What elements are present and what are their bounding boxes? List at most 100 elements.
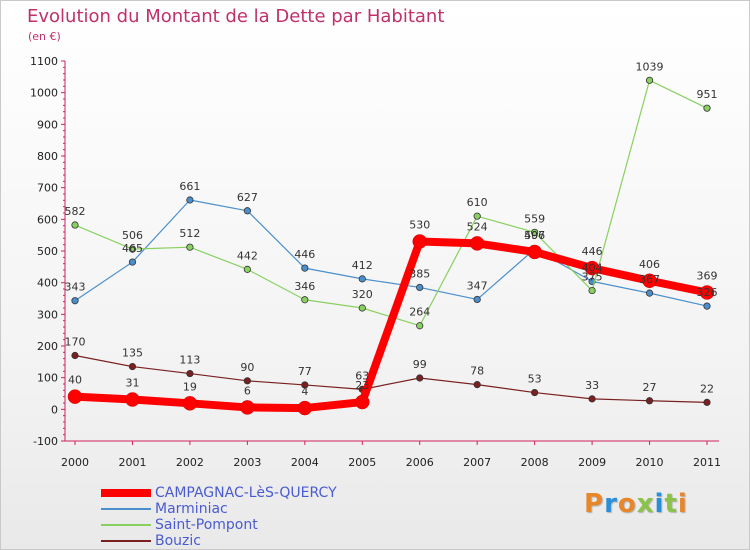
data-label-bouzic: 33	[585, 379, 599, 392]
x-tick-label: 2002	[176, 456, 204, 469]
data-point-campagnac-l-s-quercy	[469, 236, 485, 251]
y-tick-label: 800	[37, 150, 58, 163]
logo-letter: r	[604, 489, 618, 519]
data-label-saint-pompont: 442	[237, 249, 258, 262]
data-label-saint-pompont: 610	[467, 196, 488, 209]
data-point-saint-pompont	[301, 296, 309, 304]
data-point-bouzic	[416, 374, 424, 382]
proxiti-logo: Proxiti	[584, 489, 688, 519]
logo-letter: i	[677, 489, 688, 519]
series-line-campagnac-l-s-quercy	[71, 237, 711, 413]
y-tick-label: 200	[37, 340, 58, 353]
y-tick-label: 0	[51, 403, 58, 416]
logo-letter: x	[636, 489, 655, 519]
y-tick-label: 1000	[30, 87, 58, 100]
x-tick-label: 2000	[61, 456, 89, 469]
data-point-marminiac	[703, 302, 711, 310]
legend-swatch	[101, 524, 151, 526]
data-label-bouzic: 53	[528, 373, 542, 386]
data-label-marminiac: 404	[582, 261, 603, 274]
data-point-campagnac-l-s-quercy	[182, 396, 198, 411]
data-label-marminiac: 446	[294, 248, 315, 261]
data-point-saint-pompont	[358, 304, 366, 312]
data-point-campagnac-l-s-quercy	[297, 400, 313, 416]
data-label-saint-pompont: 1039	[636, 60, 664, 73]
data-point-saint-pompont	[703, 104, 711, 112]
series-line-marminiac	[74, 199, 708, 307]
y-tick-label: 100	[37, 372, 58, 385]
data-point-bouzic	[243, 377, 251, 385]
data-label-marminiac: 661	[179, 180, 200, 193]
data-point-marminiac	[473, 295, 481, 304]
legend-label: CAMPAGNAC-LèS-QUERCY	[155, 485, 337, 501]
data-point-bouzic	[301, 381, 309, 389]
data-point-marminiac	[128, 258, 137, 266]
data-point-marminiac	[416, 283, 424, 292]
data-label-campagnac-l-s-quercy: 446	[582, 245, 603, 258]
y-tick-label: -100	[33, 435, 58, 448]
data-label-campagnac-l-s-quercy: 406	[639, 258, 660, 271]
data-point-saint-pompont	[71, 221, 79, 229]
data-label-campagnac-l-s-quercy: 23	[355, 379, 369, 392]
legend-swatch	[101, 540, 151, 542]
legend-swatch	[101, 508, 151, 510]
data-point-bouzic	[473, 381, 481, 389]
series-line-bouzic	[74, 354, 708, 403]
data-point-saint-pompont	[128, 245, 137, 253]
data-label-saint-pompont: 264	[409, 306, 430, 319]
x-tick-label: 2009	[578, 456, 606, 469]
x-tick-label: 2003	[233, 456, 261, 469]
data-label-bouzic: 99	[413, 358, 427, 371]
logo-letter: P	[584, 489, 605, 519]
data-point-campagnac-l-s-quercy	[584, 260, 600, 276]
data-point-campagnac-l-s-quercy	[699, 285, 715, 300]
logo-letter: t	[664, 489, 678, 519]
data-label-bouzic: 113	[179, 354, 200, 367]
data-label-campagnac-l-s-quercy: 497	[524, 229, 545, 242]
data-label-saint-pompont: 346	[294, 280, 315, 293]
data-label-bouzic: 77	[298, 365, 312, 378]
data-label-marminiac: 367	[639, 273, 660, 286]
data-point-bouzic	[186, 369, 194, 378]
data-label-saint-pompont: 506	[122, 229, 143, 242]
data-point-marminiac	[645, 289, 654, 297]
data-label-marminiac: 385	[409, 267, 430, 280]
logo-letter: i	[654, 489, 665, 519]
data-label-marminiac: 465	[122, 242, 143, 255]
x-tick-label: 2004	[291, 456, 319, 469]
data-point-bouzic	[703, 398, 711, 406]
chart-subtitle: (en €)	[28, 30, 61, 43]
data-point-saint-pompont	[186, 243, 194, 251]
data-label-bouzic: 90	[240, 361, 254, 374]
y-tick-label: 1100	[30, 55, 58, 68]
data-label-campagnac-l-s-quercy: 530	[409, 219, 430, 232]
data-label-campagnac-l-s-quercy: 19	[183, 380, 197, 393]
data-label-marminiac: 412	[352, 259, 373, 272]
data-point-saint-pompont	[416, 322, 424, 330]
data-point-saint-pompont	[531, 228, 539, 236]
legend-label: Bouzic	[155, 533, 201, 549]
data-point-campagnac-l-s-quercy	[527, 244, 542, 260]
data-point-marminiac	[358, 275, 366, 283]
data-point-marminiac	[186, 196, 194, 204]
data-label-saint-pompont: 951	[697, 88, 718, 101]
data-point-marminiac	[301, 264, 309, 272]
data-label-saint-pompont: 559	[524, 212, 545, 225]
data-point-saint-pompont	[473, 212, 481, 220]
data-label-bouzic: 27	[643, 381, 657, 394]
data-point-saint-pompont	[645, 76, 654, 84]
data-label-campagnac-l-s-quercy: 40	[68, 374, 82, 387]
data-point-bouzic	[71, 351, 79, 360]
data-label-marminiac: 343	[65, 281, 86, 294]
data-label-campagnac-l-s-quercy: 6	[244, 384, 251, 397]
data-point-campagnac-l-s-quercy	[240, 400, 255, 415]
x-tick-label: 2001	[118, 456, 146, 469]
x-tick-label: 2008	[521, 456, 549, 469]
data-label-saint-pompont: 375	[582, 271, 603, 284]
data-point-campagnac-l-s-quercy	[355, 394, 370, 410]
legend-label: Saint-Pompont	[155, 517, 258, 533]
data-point-campagnac-l-s-quercy	[412, 234, 427, 249]
y-tick-label: 300	[37, 308, 58, 321]
